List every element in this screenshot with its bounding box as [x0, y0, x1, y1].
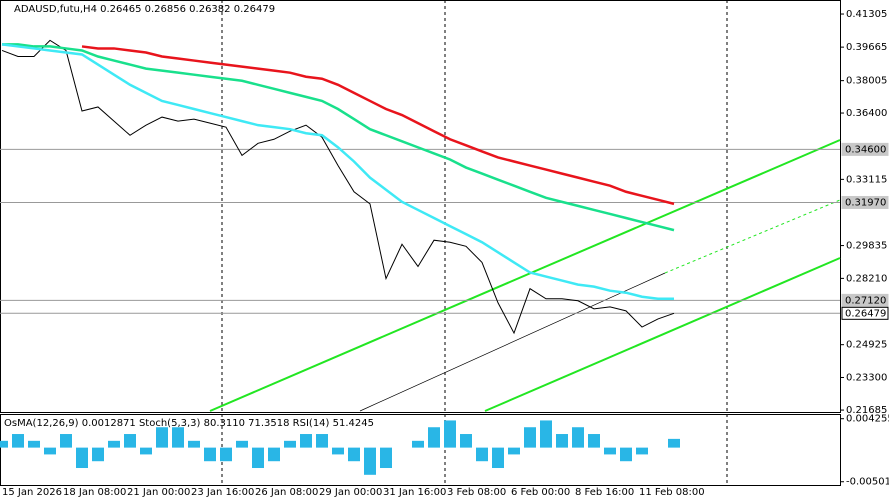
y-tick-label: 0.41305 — [846, 9, 887, 20]
series-line — [81, 45, 675, 206]
level-box — [841, 306, 889, 320]
x-tick-label: 15 Jan 2026 — [2, 487, 62, 498]
x-tick-label: 6 Feb 00:00 — [511, 487, 570, 498]
x-tick-label: 23 Jan 16:00 — [191, 487, 254, 498]
series-line — [1, 39, 675, 335]
x-tick-label: 26 Jan 08:00 — [255, 487, 318, 498]
osma-bar — [364, 447, 376, 475]
y-tick-label: 0.33115 — [846, 174, 887, 185]
osma-bar — [0, 440, 8, 448]
level-label: 0.26479 — [845, 308, 886, 319]
osma-bar — [428, 427, 440, 448]
level-box — [841, 142, 889, 156]
level-label: 0.34600 — [845, 144, 886, 155]
y-tick-label: 0.004255 — [846, 414, 889, 425]
osma-bar — [604, 447, 616, 455]
y-tick-label: 0.21685 — [846, 405, 887, 416]
osma-bar — [524, 427, 536, 448]
trend-line — [359, 272, 666, 412]
osma-bar — [44, 447, 56, 455]
y-tick-label: 0.24925 — [846, 340, 887, 351]
main-frame — [0, 0, 841, 413]
osma-bar — [316, 434, 328, 448]
osma-bar — [140, 447, 152, 455]
osma-bar — [108, 440, 120, 448]
osma-bar — [636, 447, 648, 455]
osma-bar — [332, 447, 344, 455]
y-tick-label: 0.28210 — [846, 273, 887, 284]
osma-bar — [220, 447, 232, 462]
osma-bar — [492, 447, 504, 469]
y-tick-label: 0.29835 — [846, 241, 887, 252]
osma-bar — [92, 447, 104, 462]
osma-bar — [236, 440, 248, 448]
y-tick-label: -0.005019 — [846, 477, 889, 488]
osma-bar — [12, 434, 24, 448]
level-box — [841, 195, 889, 209]
y-tick-label: 0.39665 — [846, 42, 887, 53]
osc-frame — [0, 414, 841, 486]
osma-bar — [124, 434, 136, 448]
x-tick-label: 11 Feb 08:00 — [639, 487, 705, 498]
osma-bar — [668, 438, 680, 448]
osma-bar — [172, 427, 184, 448]
osma-bar — [556, 434, 568, 448]
osma-bar — [476, 447, 488, 462]
channel-upper — [209, 139, 841, 412]
x-tick-label: 31 Jan 16:00 — [383, 487, 446, 498]
osma-bar — [412, 440, 424, 448]
level-label: 0.31970 — [845, 197, 886, 208]
level-box — [841, 293, 889, 307]
y-tick-label: 0.38005 — [846, 76, 887, 87]
osma-bar — [268, 447, 280, 462]
osma-bar — [620, 447, 632, 462]
x-tick-label: 29 Jan 00:00 — [319, 487, 382, 498]
y-tick-label: 0.23300 — [846, 372, 887, 383]
channel-lower — [484, 257, 841, 412]
indicator-title: OsMA(12,26,9) 0.0012871 Stoch(5,3,3) 80.… — [4, 418, 374, 429]
x-tick-label: 3 Feb 08:00 — [447, 487, 506, 498]
series-line — [2, 43, 675, 232]
osma-bar — [444, 420, 456, 448]
osma-bar — [572, 427, 584, 448]
osma-bar — [508, 447, 520, 455]
level-label: 0.27120 — [845, 295, 886, 306]
x-tick-label: 18 Jan 08:00 — [63, 487, 126, 498]
osma-bar — [204, 447, 216, 462]
osma-bar — [300, 434, 312, 448]
osma-bar — [380, 447, 392, 469]
trend-extension — [664, 199, 841, 274]
chart-title: ADAUSD,futu,H4 0.26465 0.26856 0.26382 0… — [14, 4, 275, 15]
osma-bar — [348, 447, 360, 462]
osma-bar — [460, 434, 472, 448]
y-tick-label: 0.36400 — [846, 108, 887, 119]
x-tick-label: 8 Feb 16:00 — [575, 487, 634, 498]
osma-bar — [588, 434, 600, 448]
osma-bar — [284, 440, 296, 448]
osma-bar — [60, 434, 72, 448]
osma-bar — [252, 447, 264, 469]
osma-bar — [28, 440, 40, 448]
x-tick-label: 21 Jan 00:00 — [127, 487, 190, 498]
osma-bar — [540, 420, 552, 448]
osma-bar — [76, 447, 88, 469]
channel — [209, 139, 841, 412]
osma-bar — [156, 427, 168, 448]
series-line — [1, 43, 674, 301]
osma-bar — [188, 440, 200, 448]
